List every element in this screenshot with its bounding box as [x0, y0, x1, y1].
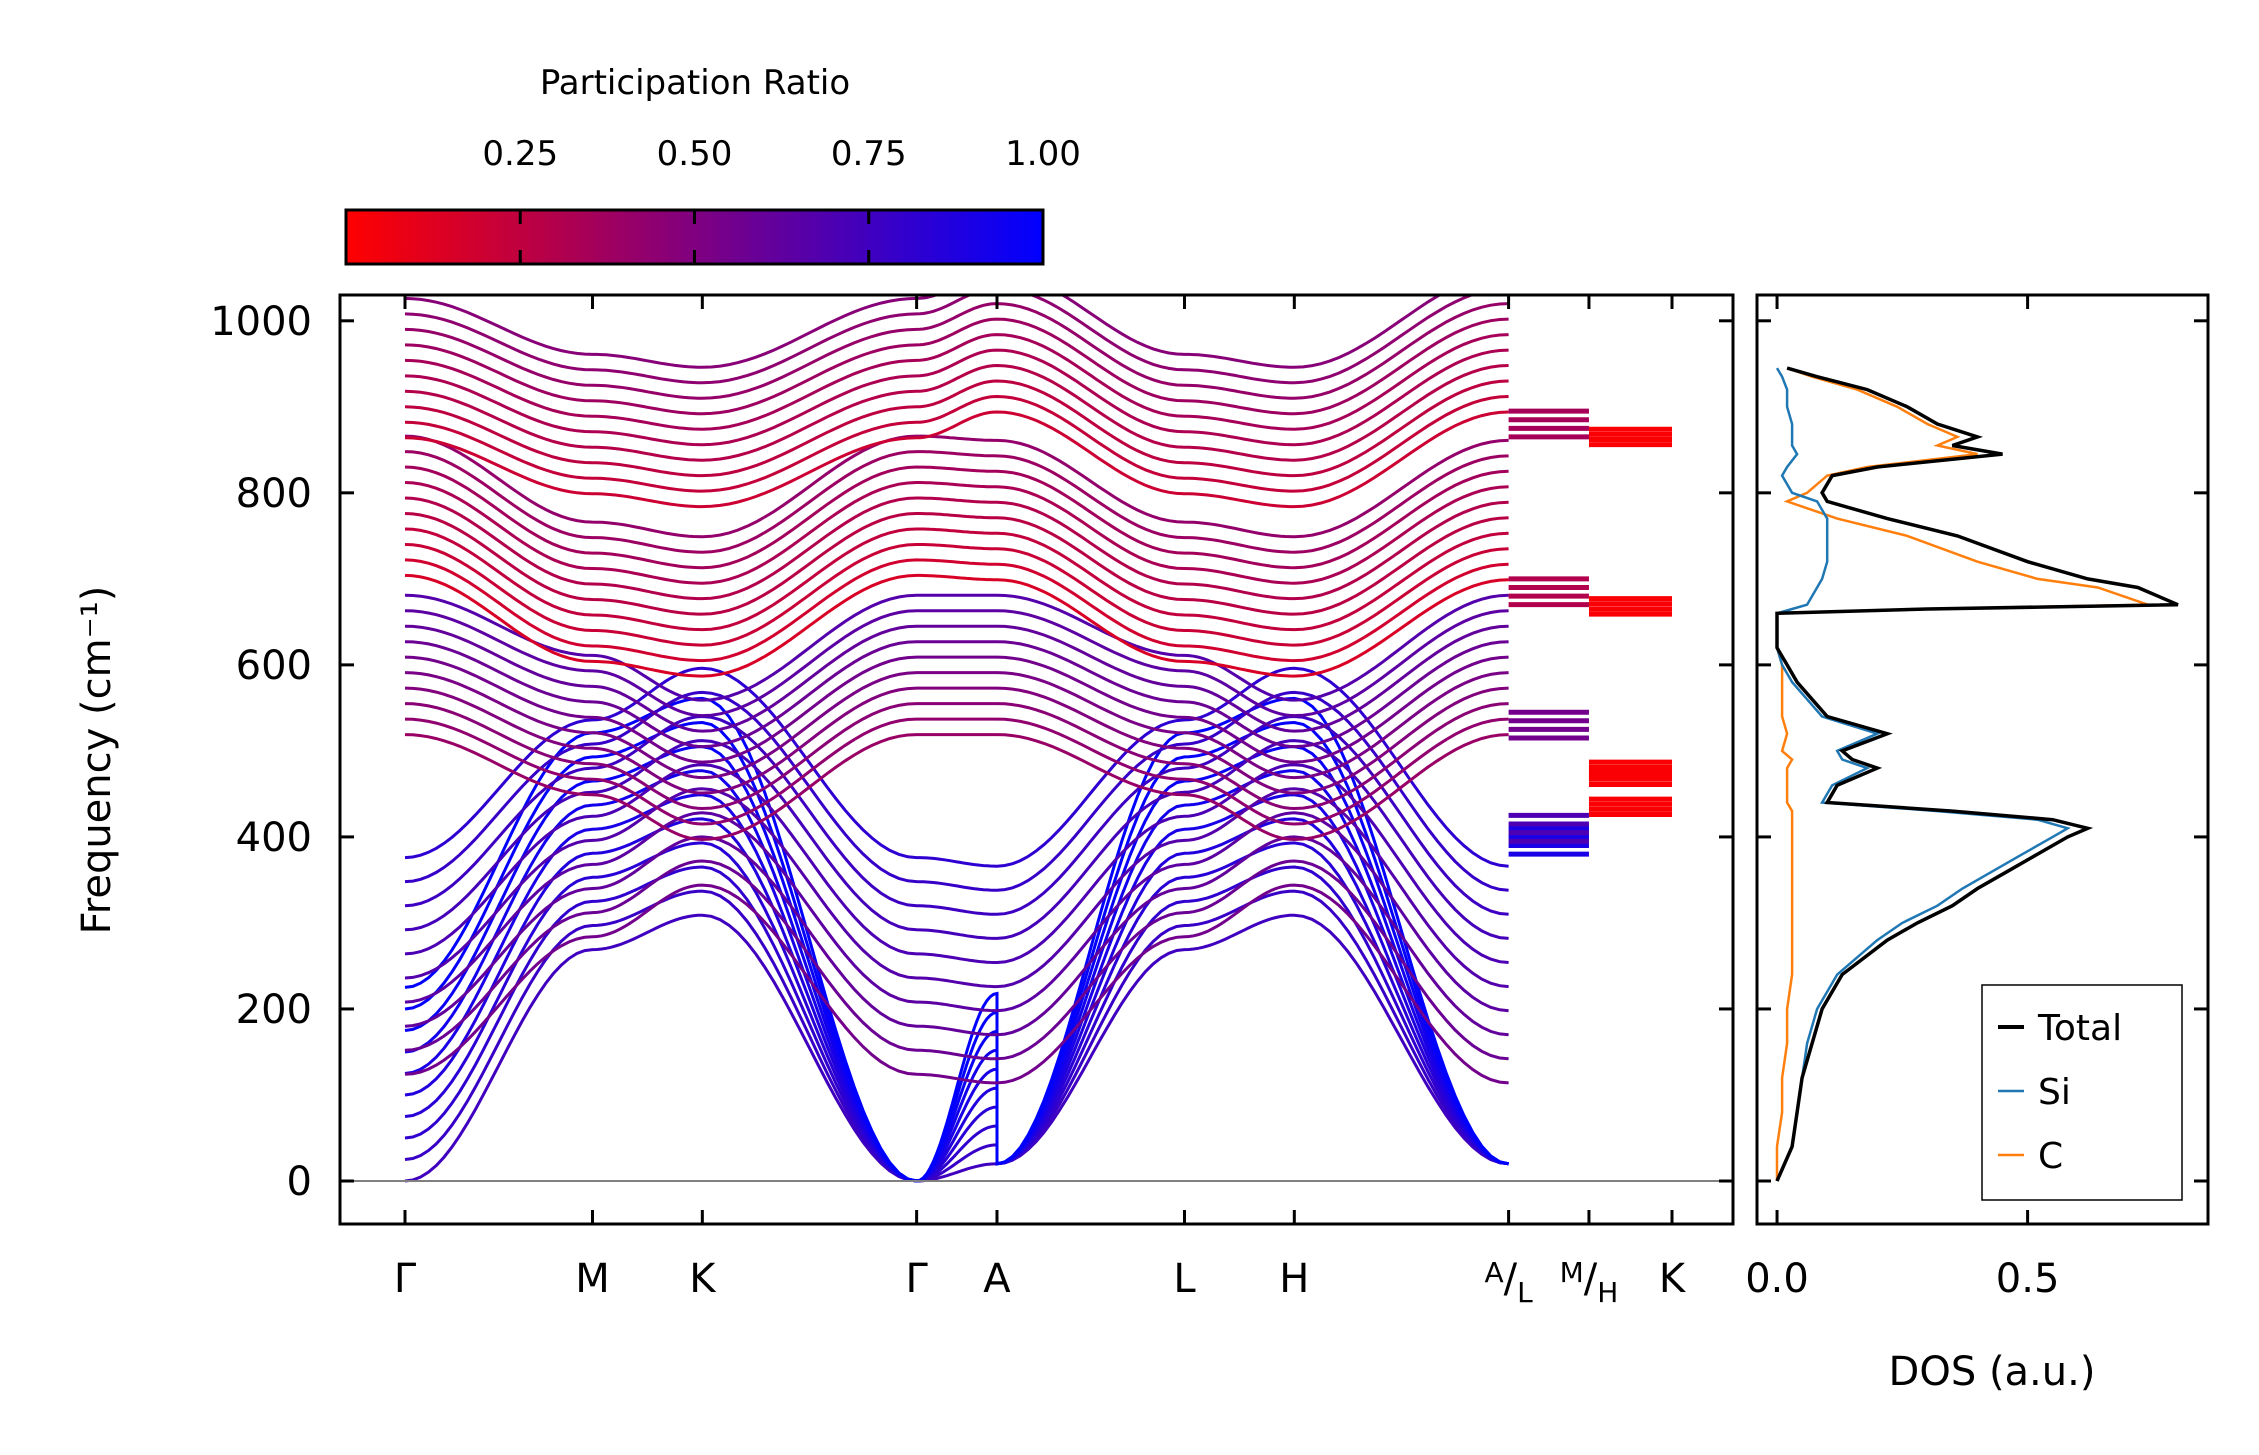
- band-x-tick-label: K: [689, 1256, 717, 1302]
- band-line: [404, 379, 1509, 478]
- band-line: [404, 512, 1509, 616]
- band-line: [404, 763, 1509, 964]
- band-line: [404, 302, 1509, 400]
- band-line: [404, 889, 1509, 1183]
- band-line: [404, 465, 1509, 570]
- dos-y-ticks: [1757, 319, 2208, 1183]
- band-x-tick-label: H: [1279, 1256, 1309, 1302]
- band-line: [404, 717, 1509, 826]
- band-line: [404, 496, 1509, 601]
- colorbar-tick-label: 0.25: [482, 134, 558, 174]
- band-x-tick-label: A: [983, 1256, 1011, 1302]
- colorbar-title: Participation Ratio: [540, 63, 850, 103]
- band-line: [404, 640, 1509, 749]
- band-x-tick-label: Γ: [394, 1256, 417, 1302]
- dos-x-tick-label: 0.5: [1996, 1256, 2060, 1302]
- band-line: [404, 913, 1509, 1183]
- band-x-tick-label: L: [1173, 1256, 1196, 1302]
- band-line: [404, 573, 1509, 678]
- band-line: [404, 295, 1477, 385]
- band-line: [404, 434, 1509, 539]
- band-line: [404, 609, 1509, 718]
- dos-legend: Total Si C: [1981, 984, 2183, 1201]
- band-line: [404, 714, 1509, 916]
- band-line: [404, 317, 1509, 416]
- legend-box: [1981, 984, 2183, 1201]
- dos-series-total: [1775, 366, 2179, 1182]
- band-y-tick-label: 1000: [210, 299, 312, 345]
- band-y-tick-label: 600: [236, 643, 312, 689]
- legend-label: C: [2038, 1136, 2063, 1177]
- colorbar: Participation Ratio 0.25 0.50 0.75 1.00: [344, 63, 1081, 266]
- dos-panel: 0.0 0.5 DOS (a.u.) Total Si C: [1745, 293, 2210, 1395]
- band-y-tick-label: 800: [236, 471, 312, 517]
- band-line: [404, 348, 1509, 447]
- band-line: [404, 624, 1509, 733]
- band-line: [404, 481, 1509, 585]
- dos-x-ticks: 0.0 0.5: [1745, 295, 2059, 1302]
- band-line: [404, 410, 1509, 509]
- band-line: [404, 720, 1509, 1183]
- band-line: [404, 696, 1509, 1183]
- band-line: [404, 745, 1509, 1183]
- band-line: [404, 543, 1509, 647]
- band-axes-frame: [338, 293, 1735, 1226]
- legend-label: Si: [2038, 1072, 2071, 1113]
- colorbar-tick-label: 0.50: [657, 134, 733, 174]
- band-line: [404, 394, 1509, 493]
- band-x-ticks: Γ M K Γ A L H A/L M/H K: [394, 295, 1687, 1309]
- band-line: [404, 769, 1509, 1183]
- band-x-tick-label: A/L: [1484, 1256, 1533, 1309]
- band-line: [404, 295, 1443, 369]
- band-lines: [404, 295, 1672, 1183]
- band-line: [404, 787, 1509, 989]
- band-line: [404, 865, 1509, 1183]
- band-line: [404, 733, 1509, 842]
- dos-x-axis-title: DOS (a.u.): [1889, 1349, 2096, 1395]
- band-line: [404, 593, 1509, 702]
- band-line: [404, 859, 1509, 1061]
- colorbar-tick-label: 0.75: [831, 134, 907, 174]
- band-line: [404, 841, 1509, 1183]
- dos-series-si: [1775, 367, 2071, 1182]
- band-line: [404, 558, 1509, 663]
- band-y-tick-label: 400: [236, 815, 312, 861]
- band-y-tick-label: 200: [236, 987, 312, 1033]
- band-y-ticks: 0 200 400 600 800 1000: [210, 299, 1733, 1205]
- dos-series-c: [1775, 366, 2149, 1181]
- band-line: [404, 811, 1509, 1013]
- band-line: [404, 666, 1509, 868]
- band-line: [404, 793, 1509, 1183]
- band-line: [404, 363, 1509, 462]
- band-structure-panel: 0 200 400 600 800 1000 Γ M K Γ A L H A/L M/H K Frequen…: [74, 293, 1735, 1309]
- band-line: [404, 835, 1509, 1037]
- dos-x-tick-label: 0.0: [1745, 1256, 1809, 1302]
- dos-axes-frame: [1755, 293, 2210, 1226]
- band-x-tick-label: K: [1659, 1256, 1687, 1302]
- dos-lines: [1775, 366, 2179, 1182]
- colorbar-tick-label: 1.00: [1005, 134, 1081, 174]
- band-x-tick-label: M/H: [1560, 1256, 1619, 1309]
- colorbar-ticks: 0.25 0.50 0.75 1.00: [482, 134, 1081, 264]
- band-line: [404, 655, 1509, 764]
- band-line: [404, 883, 1509, 1085]
- band-line: [404, 686, 1509, 795]
- band-line: [404, 702, 1509, 811]
- band-x-tick-label: Γ: [905, 1256, 928, 1302]
- legend-label: Total: [2037, 1008, 2122, 1049]
- band-y-axis-title: Frequency (cm⁻¹): [74, 586, 120, 935]
- band-y-tick-label: 0: [287, 1159, 312, 1205]
- band-line: [404, 527, 1509, 632]
- band-line: [404, 450, 1509, 554]
- band-line: [404, 333, 1509, 431]
- band-line: [404, 671, 1509, 780]
- band-x-tick-label: M: [575, 1256, 610, 1302]
